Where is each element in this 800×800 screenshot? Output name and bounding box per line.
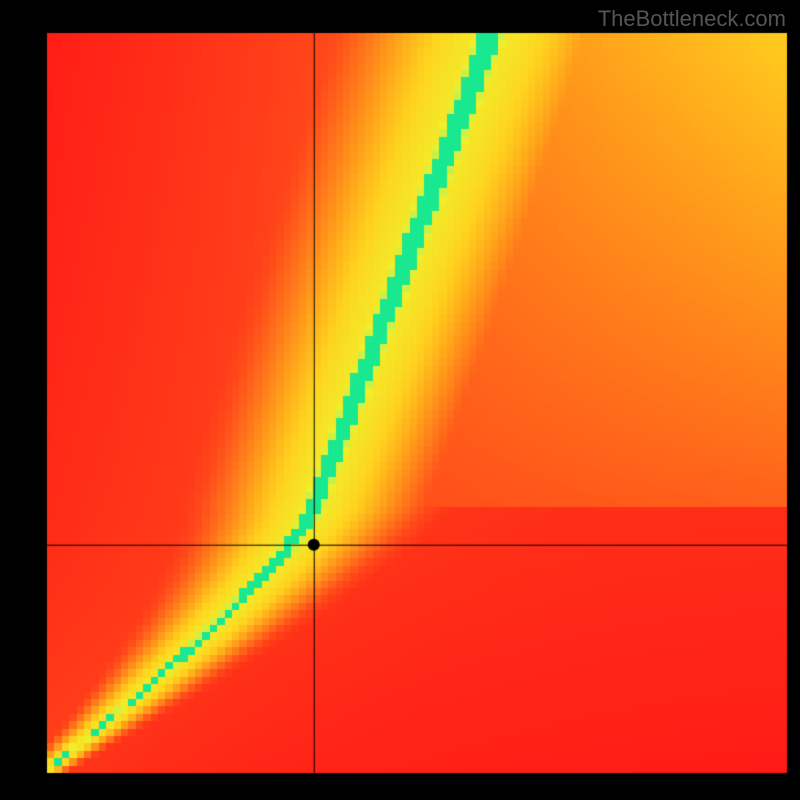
watermark-text: TheBottleneck.com bbox=[598, 6, 786, 32]
chart-container: TheBottleneck.com bbox=[0, 0, 800, 800]
crosshair-overlay bbox=[0, 0, 800, 800]
